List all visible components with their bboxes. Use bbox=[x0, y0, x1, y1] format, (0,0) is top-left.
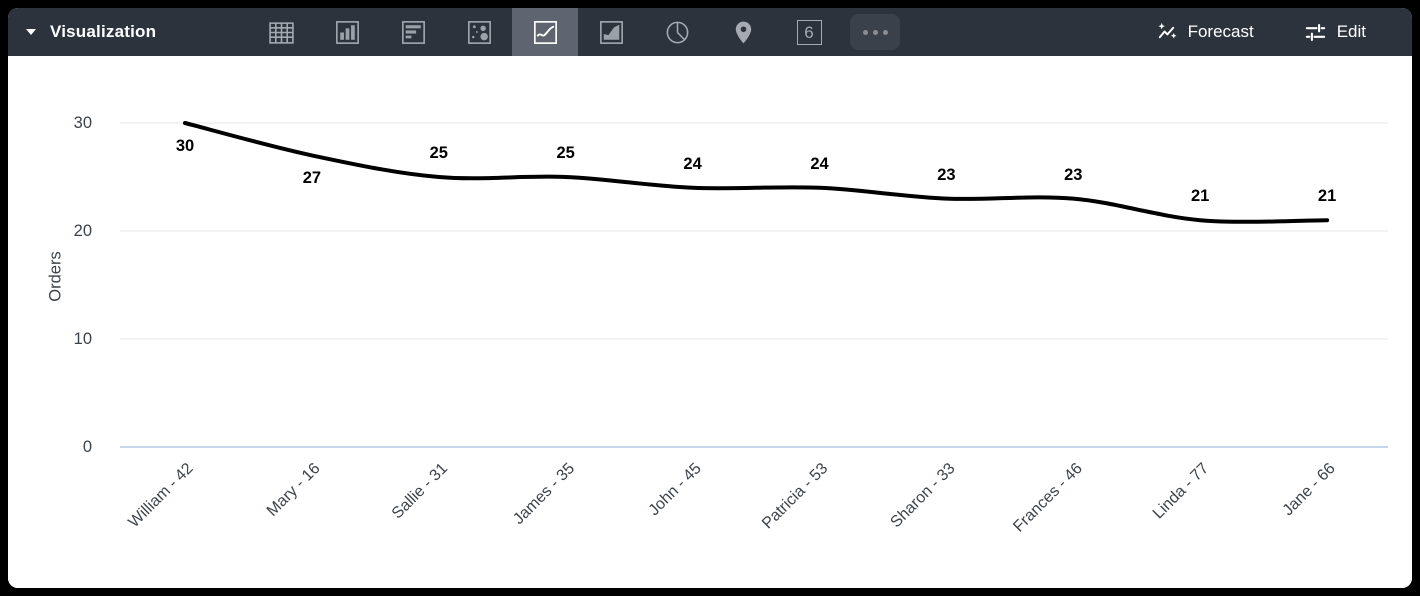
edit-label: Edit bbox=[1336, 22, 1366, 41]
plot-svg bbox=[120, 121, 1388, 448]
gridlines bbox=[120, 122, 1388, 448]
data-point-label: 27 bbox=[302, 169, 322, 188]
line-chart-icon bbox=[533, 20, 557, 44]
tab-pie-chart[interactable] bbox=[644, 8, 710, 56]
edit-settings-icon bbox=[1305, 23, 1325, 41]
data-point-label: 24 bbox=[810, 154, 829, 173]
ellipsis-icon bbox=[850, 14, 900, 50]
y-tick-label: 20 bbox=[73, 222, 92, 240]
map-pin-icon bbox=[735, 21, 751, 43]
data-point-label: 25 bbox=[556, 144, 575, 162]
line-chart: Orders 0 10 20 30 30 27 25 25 24 24 23 23 21 21 Will… bbox=[8, 56, 1412, 588]
tab-map-chart[interactable] bbox=[710, 8, 776, 56]
tab-area-chart[interactable] bbox=[578, 8, 644, 56]
scatter-chart-icon bbox=[467, 20, 491, 44]
forecast-button[interactable]: Forecast bbox=[1155, 21, 1254, 44]
chart-type-tabs: 6 bbox=[248, 8, 908, 56]
forecast-label: Forecast bbox=[1187, 22, 1254, 41]
pie-chart-icon bbox=[666, 21, 688, 43]
tab-line-chart[interactable] bbox=[512, 8, 578, 56]
more-chart-types-button[interactable] bbox=[842, 8, 908, 56]
single-value-icon: 6 bbox=[796, 19, 822, 45]
edit-button[interactable]: Edit bbox=[1304, 21, 1366, 44]
panel-title: Visualization bbox=[50, 22, 157, 41]
y-tick-label: 0 bbox=[82, 438, 92, 456]
bar-chart-icon bbox=[401, 20, 425, 44]
tab-scatter-chart[interactable] bbox=[446, 8, 512, 56]
data-point-label: 21 bbox=[1191, 187, 1210, 206]
area-chart-icon bbox=[599, 20, 623, 44]
visualization-collapse-toggle[interactable]: Visualization bbox=[8, 22, 156, 42]
data-point-label: 30 bbox=[175, 137, 195, 155]
toolbar-actions: Forecast Edit bbox=[1155, 21, 1412, 44]
orders-series-line bbox=[183, 121, 1330, 224]
table-icon bbox=[268, 21, 294, 44]
y-tick-label: 30 bbox=[73, 114, 92, 132]
forecast-sparkle-icon bbox=[1158, 22, 1177, 39]
data-point-label: 23 bbox=[937, 165, 956, 184]
data-point-label: 23 bbox=[1064, 165, 1083, 184]
tab-bar-chart[interactable] bbox=[380, 8, 446, 56]
tab-table-chart[interactable] bbox=[248, 8, 314, 56]
data-point-label: 24 bbox=[683, 154, 702, 173]
visualization-panel: Visualization bbox=[8, 8, 1412, 588]
y-tick-label: 10 bbox=[73, 330, 92, 348]
column-chart-icon bbox=[335, 20, 359, 44]
tab-column-chart[interactable] bbox=[314, 8, 380, 56]
data-point-label: 25 bbox=[429, 144, 448, 162]
visualization-toolbar: Visualization bbox=[8, 8, 1412, 56]
chevron-down-icon bbox=[26, 29, 36, 35]
data-point-label: 21 bbox=[1317, 187, 1337, 206]
tab-single-value[interactable]: 6 bbox=[776, 8, 842, 56]
